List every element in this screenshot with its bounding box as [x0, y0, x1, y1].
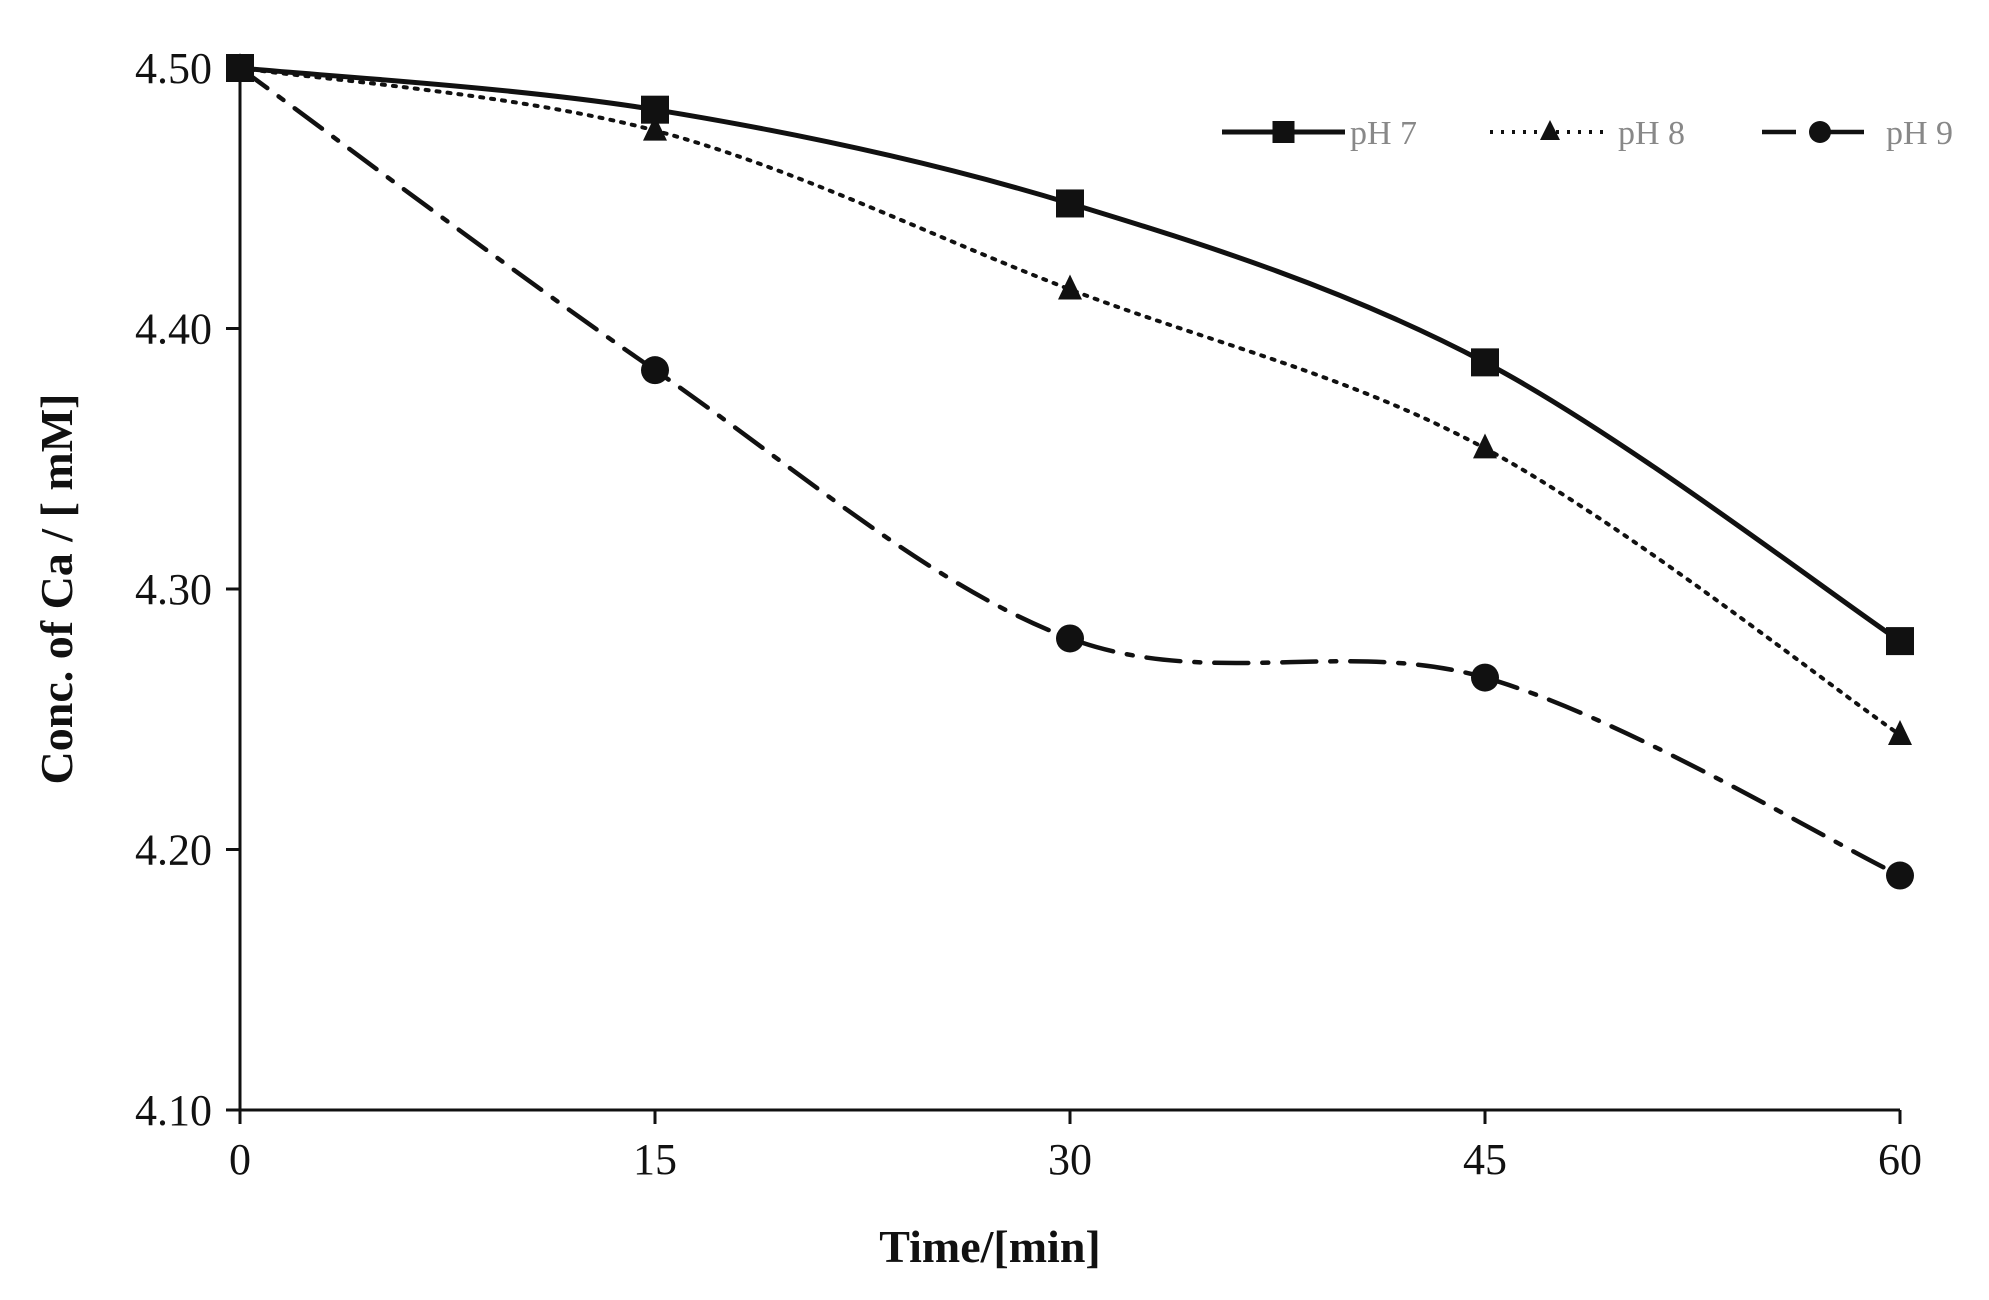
legend-label-ph8: pH 8: [1618, 115, 1685, 152]
data-point-ph9: [1471, 663, 1499, 692]
y-tick-label: 4.40: [135, 305, 212, 354]
x-tick-label: 60: [1878, 1135, 1922, 1184]
data-point-ph7: [1056, 189, 1084, 218]
data-point-ph8: [1473, 433, 1497, 459]
x-tick-label: 45: [1463, 1135, 1507, 1184]
legend: pH 7 pH 8 pH 9: [1222, 115, 1953, 152]
x-tick-label: 15: [633, 1135, 677, 1184]
data-point-ph9: [1886, 861, 1914, 890]
data-point-ph7: [1471, 348, 1499, 377]
y-tick-label: 4.30: [135, 565, 212, 614]
series-line-ph8: [238, 66, 1902, 737]
legend-marker-ph7: [1272, 121, 1295, 143]
data-point-ph8: [1058, 274, 1082, 300]
data-point-ph8: [643, 115, 667, 141]
x-axis-ticks: 0 15 30 45 60: [229, 1110, 1922, 1184]
legend-label-ph7: pH 7: [1350, 115, 1417, 152]
legend-item-ph8: pH 8: [1490, 115, 1685, 152]
data-point-ph7: [226, 54, 254, 82]
x-axis-title: Time/[min]: [879, 1221, 1100, 1272]
data-point-ph9: [641, 356, 669, 385]
data-point-ph8: [1888, 720, 1912, 745]
axes: [238, 64, 1900, 1112]
data-point-ph9: [1056, 624, 1084, 653]
legend-label-ph9: pH 9: [1886, 115, 1953, 152]
y-axis-ticks: 4.10 4.20 4.30 4.40 4.50: [135, 44, 240, 1135]
y-axis-title: Conc. of Ca / [ mM]: [31, 394, 82, 785]
legend-marker-ph8: [1540, 120, 1560, 140]
x-tick-label: 0: [229, 1135, 251, 1184]
y-tick-label: 4.20: [135, 826, 212, 875]
plot-series: [226, 53, 1914, 890]
data-point-ph7: [1886, 627, 1914, 656]
data-point-ph7: [641, 95, 669, 124]
legend-item-ph9: pH 9: [1762, 115, 1953, 152]
legend-marker-ph9: [1809, 121, 1831, 143]
x-tick-label: 30: [1048, 1135, 1092, 1184]
series-ph7: [226, 54, 1914, 656]
y-tick-label: 4.10: [135, 1086, 212, 1135]
y-tick-label: 4.50: [135, 44, 212, 93]
legend-item-ph7: pH 7: [1222, 115, 1417, 152]
series-line-ph9: [237, 65, 1903, 878]
